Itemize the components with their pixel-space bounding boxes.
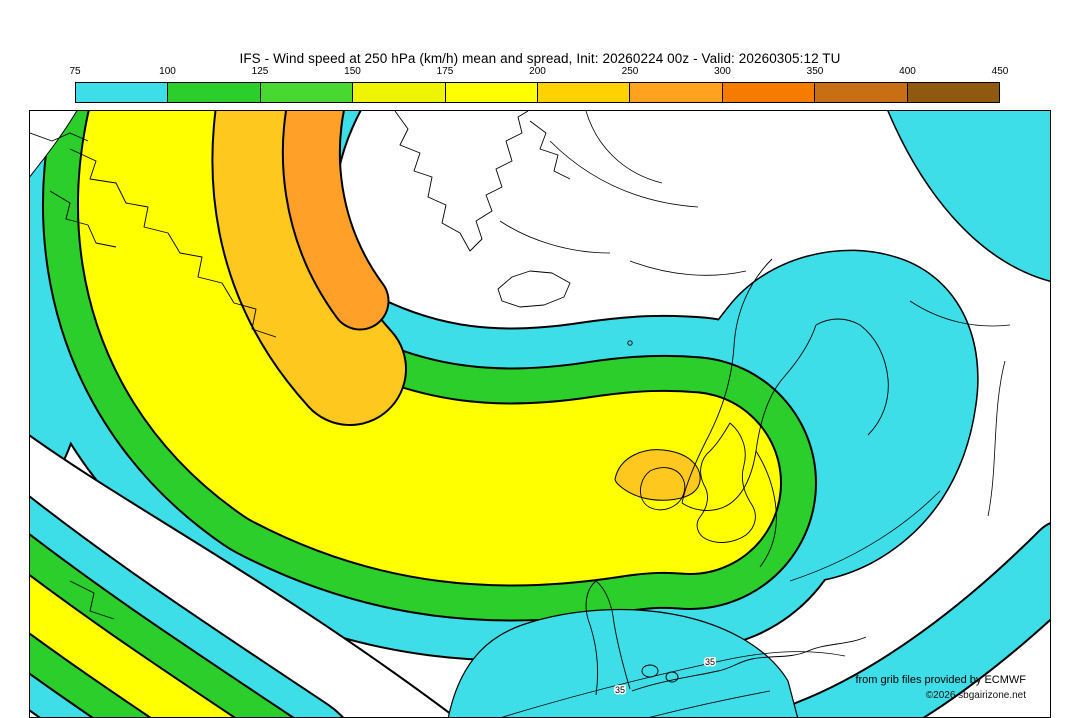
extra-contours — [499, 111, 1011, 717]
wind-band-gold — [211, 111, 407, 426]
colorbar-tick-125: 125 — [251, 66, 269, 77]
wind-band-orange — [281, 111, 390, 331]
colorbar-segment-175 — [445, 83, 539, 102]
colorbar-tick-400: 400 — [899, 66, 916, 77]
colorbar-tick-300: 300 — [714, 66, 731, 77]
colorbar-segment-150 — [353, 83, 446, 102]
colorbar-bar — [75, 82, 1000, 103]
credits: from grib files provided by ECMWF ©2026 … — [855, 673, 1026, 703]
sw-stripe-system — [30, 495, 344, 717]
colorbar-tick-200: 200 — [529, 66, 546, 77]
credit-copyright: ©2026 sbgairizone.net — [925, 689, 1026, 701]
colorbar-segment-300 — [722, 83, 816, 102]
colorbar-segment-350 — [815, 83, 908, 102]
contour-labels: 35 35 — [614, 656, 717, 697]
coastlines — [30, 111, 889, 696]
map-area: 35 35 from grib files provided by ECMWF … — [29, 110, 1051, 718]
colorbar-tick-100: 100 — [159, 66, 176, 77]
secondary-max-gold — [614, 449, 701, 501]
colorbar-tick-75: 75 — [69, 66, 81, 77]
white-gap — [30, 434, 457, 717]
credit-ecmwf: from grib files provided by ECMWF — [855, 673, 1026, 686]
colorbar-tick-350: 350 — [806, 66, 824, 77]
colorbar-segment-100 — [168, 83, 261, 102]
colorbar-tick-150: 150 — [344, 66, 361, 77]
page-title: IFS - Wind speed at 250 hPa (km/h) mean … — [239, 51, 841, 66]
contour-label-35: 35 — [705, 657, 715, 667]
colorbar-tick-175: 175 — [436, 66, 454, 77]
colorbar: 75 100 125 150 175 200 250 300 350 400 450 — [69, 66, 1008, 108]
top-left-white-corner — [30, 111, 78, 178]
colorbar-tick-250: 250 — [621, 66, 639, 77]
colorbar-tick-row: 75 100 125 150 175 200 250 300 350 400 450 — [69, 66, 1008, 80]
colorbar-segment-200 — [538, 83, 631, 102]
colorbar-segment-400 — [907, 83, 1000, 102]
colorbar-tick-450: 450 — [991, 66, 1009, 77]
colorbar-segment-75 — [76, 83, 169, 102]
colorbar-segment-250 — [630, 83, 723, 102]
colorbar-segment-125 — [260, 83, 354, 102]
weather-map-svg: 35 35 — [30, 111, 1050, 717]
contour-label-35: 35 — [615, 685, 625, 695]
